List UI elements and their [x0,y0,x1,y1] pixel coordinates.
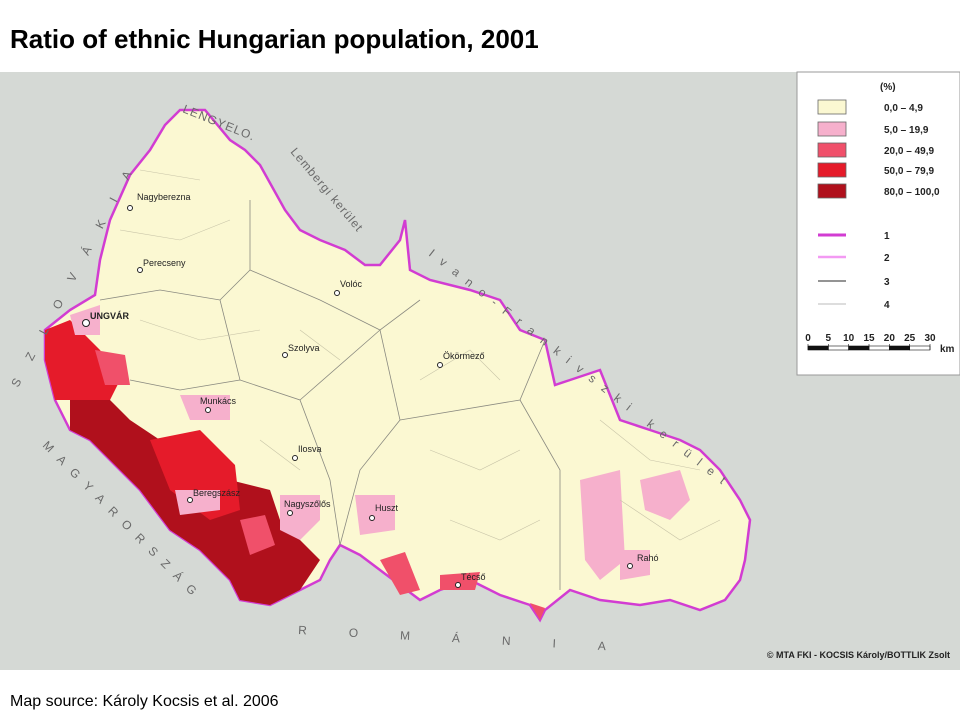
area [440,572,480,590]
town-marker [437,362,443,368]
town-marker [282,352,288,358]
scale-label: 0 [805,333,811,344]
scale-label: 10 [843,333,855,344]
town-label: Szolyva [288,343,320,353]
district-borders [99,169,721,590]
source: Map source: Károly Kocsis et al. 2006 [10,693,279,710]
legend-label: 5,0 – 19,9 [884,125,929,136]
town-marker [292,455,298,461]
legend-line-label: 2 [884,253,890,264]
town-label: Beregszász [193,488,241,498]
towns: Nagyberezna Perecseny Volóc UNGVÁR Szolyva Ök… [82,192,659,588]
town-label: Perecseny [143,258,186,268]
area [530,603,545,620]
legend-swatch [817,162,847,178]
area [280,495,320,540]
town-label: Munkács [200,396,237,406]
town-marker [187,497,193,503]
town-label: Nagyberezna [137,192,191,202]
legend-label: 20,0 – 49,9 [884,146,934,157]
legend-swatch [817,142,847,158]
scale-segment [868,345,890,351]
scale-segment [848,345,870,351]
legend-unit: (%) [880,82,896,93]
town-marker [287,510,293,516]
scale-segment [889,345,910,351]
legend-label: 0,0 – 4,9 [884,103,923,114]
area [180,395,230,420]
town-marker [137,267,143,273]
scale-label: 20 [884,333,896,344]
town-marker [205,407,211,413]
scale-label: 30 [924,333,936,344]
legend-line-label: 4 [884,300,890,311]
town-marker [82,319,90,327]
town-marker [334,290,340,296]
title: Ratio of ethnic Hungarian population, 20… [10,24,539,54]
scale-label: 25 [904,333,916,344]
scale-unit: km [940,344,955,355]
legend-box [796,71,960,376]
legend-label: 80,0 – 100,0 [884,187,940,198]
town-marker [369,515,375,521]
credit: © MTA FKI - KOCSIS Károly/BOTTLIK Zsolt [767,650,950,660]
scale-segment [909,345,931,351]
scale-label: 5 [826,333,832,344]
town-label: Volóc [340,279,363,289]
legend-line-label: 1 [884,231,890,242]
town-label: Nagyszőlős [284,499,331,509]
legend-swatch [817,121,847,137]
area [95,350,130,385]
area [620,550,650,580]
high-share-areas [45,305,690,620]
town-label: Huszt [375,503,399,513]
scale-label: 15 [863,333,875,344]
town-marker [627,563,633,569]
area [580,470,625,580]
region [43,108,752,623]
area [240,515,275,555]
town-label: UNGVÁR [90,311,130,321]
town-label: Rahó [637,553,659,563]
area [45,320,120,400]
legend-line-label: 3 [884,277,890,288]
area [355,495,395,535]
town-label: Ilosva [298,444,322,454]
area [175,490,220,515]
area [380,552,420,595]
town-label: Técső [461,572,486,582]
legend: (%) 0,0 – 4,9 5,0 – 19,9 20,0 – 49,9 50,0 –… [796,71,960,376]
town-marker [127,205,133,211]
scale-segment [828,345,849,351]
town-label: Ökörmező [443,351,485,361]
scale-segment [807,345,829,351]
town-marker [455,582,461,588]
legend-label: 50,0 – 79,9 [884,166,934,177]
area [640,470,690,520]
legend-swatch [817,99,847,115]
legend-swatch [817,183,847,199]
